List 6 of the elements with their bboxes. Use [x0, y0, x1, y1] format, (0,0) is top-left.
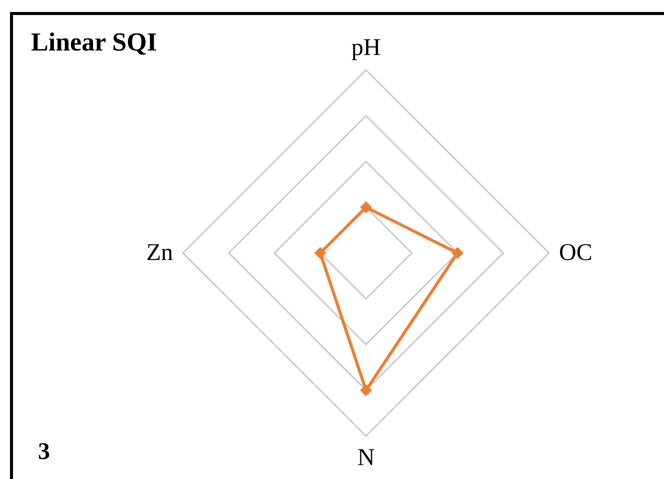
- spoke-label: pH: [351, 35, 381, 61]
- chart-title: Linear SQI: [31, 28, 157, 56]
- spoke-label: Zn: [146, 240, 173, 266]
- spoke-label: N: [357, 445, 375, 471]
- text: 3: [38, 439, 50, 465]
- spoke-label: OC: [559, 240, 592, 266]
